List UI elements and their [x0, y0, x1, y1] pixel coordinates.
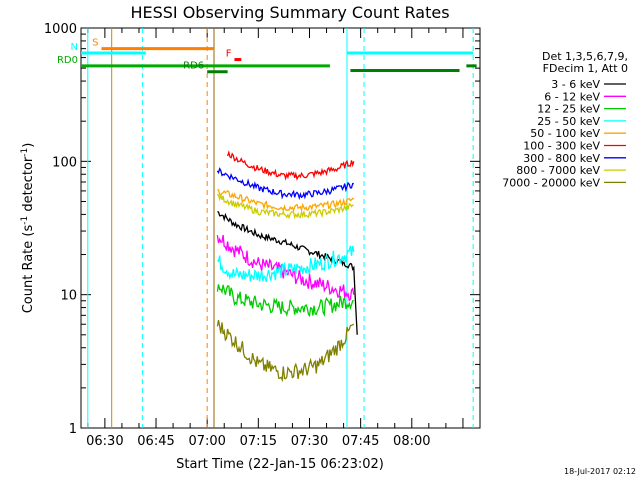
- chart-title: HESSI Observing Summary Count Rates: [130, 3, 449, 22]
- y-tick-label: 1: [69, 422, 77, 437]
- series-line: [216, 284, 354, 318]
- flag-label: RD6: [183, 61, 204, 72]
- series-line: [216, 319, 355, 383]
- flag-label: N: [71, 42, 78, 53]
- y-tick-label: 1000: [44, 22, 77, 37]
- flag-label: RD0: [57, 55, 78, 66]
- series-line: [216, 234, 355, 302]
- x-axis-label: Start Time (22-Jan-15 06:23:02): [176, 457, 384, 472]
- legend-header: FDecim 1, Att 0: [543, 62, 628, 75]
- flag-label: S: [92, 38, 98, 49]
- legend-entry-label: 6 - 12 keV: [544, 90, 600, 103]
- series-line: [216, 167, 354, 201]
- flag-label: F: [226, 49, 232, 60]
- y-tick-label: 10: [60, 289, 77, 304]
- legend-entry-label: 50 - 100 keV: [530, 127, 600, 140]
- legend-entry-label: 800 - 7000 keV: [516, 164, 600, 177]
- x-tick-label: 08:00: [393, 434, 430, 449]
- x-tick-label: 07:00: [188, 434, 225, 449]
- y-tick-label: 100: [52, 155, 77, 170]
- legend-entry-label: 12 - 25 keV: [537, 103, 600, 116]
- legend-entry-label: 100 - 300 keV: [523, 140, 600, 153]
- series-line: [217, 189, 355, 213]
- x-tick-label: 06:45: [137, 434, 174, 449]
- x-tick-label: 07:45: [342, 434, 379, 449]
- plot-frame: [80, 27, 481, 429]
- legend-header: Det 1,3,5,6,7,9,: [542, 50, 628, 63]
- legend-entry-label: 3 - 6 keV: [551, 78, 600, 91]
- x-tick-label: 06:30: [86, 434, 123, 449]
- series-line: [216, 245, 355, 283]
- y-axis-label: Count Rate (s-1 detector-1): [20, 143, 36, 314]
- series-line: [216, 193, 354, 220]
- x-tick-label: 07:30: [291, 434, 328, 449]
- legend-entry-label: 25 - 50 keV: [537, 115, 600, 128]
- series-line: [226, 150, 355, 181]
- x-tick-label: 07:15: [240, 434, 277, 449]
- legend-entry-label: 300 - 800 keV: [523, 152, 600, 165]
- legend-entry-label: 7000 - 20000 keV: [502, 176, 600, 189]
- footer-timestamp: 18-Jul-2017 02:12: [564, 467, 636, 476]
